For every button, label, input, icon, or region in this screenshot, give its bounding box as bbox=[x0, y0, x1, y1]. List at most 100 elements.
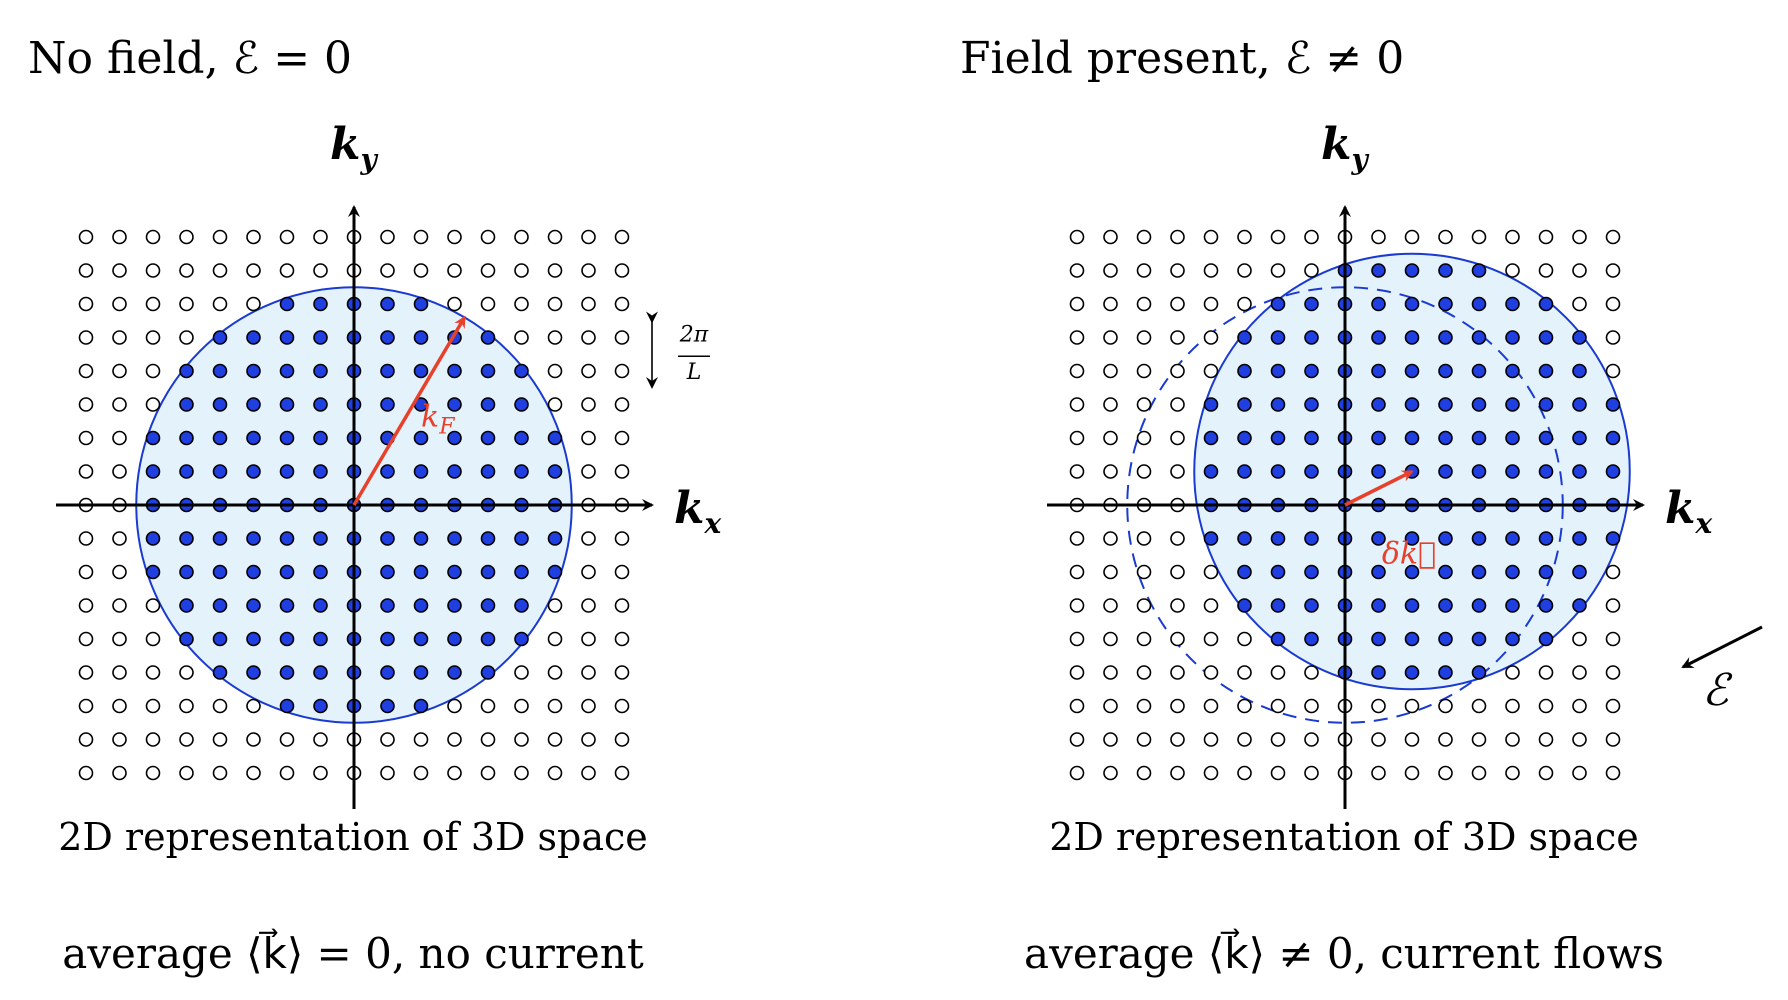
occupied-k-state bbox=[246, 564, 261, 580]
occupied-k-state bbox=[514, 363, 529, 379]
empty-k-state bbox=[1605, 564, 1621, 580]
empty-k-state bbox=[614, 665, 630, 680]
occupied-k-state bbox=[1404, 296, 1420, 312]
occupied-k-state bbox=[1471, 464, 1487, 479]
occupied-k-state bbox=[1505, 464, 1520, 479]
empty-k-state bbox=[1069, 363, 1085, 379]
empty-k-state bbox=[78, 430, 94, 446]
empty-k-state bbox=[1203, 263, 1219, 278]
occupied-k-state bbox=[1404, 330, 1420, 345]
empty-k-state bbox=[1605, 698, 1621, 714]
empty-k-state bbox=[447, 732, 462, 747]
occupied-k-state bbox=[1438, 665, 1453, 680]
empty-k-state bbox=[1572, 732, 1587, 747]
empty-k-state bbox=[413, 732, 429, 747]
occupied-k-state bbox=[179, 464, 194, 479]
occupied-k-state bbox=[246, 464, 261, 479]
occupied-k-state bbox=[1471, 531, 1487, 546]
shift-vector-arrow bbox=[1344, 469, 1414, 507]
empty-k-state bbox=[1237, 765, 1252, 781]
occupied-k-state bbox=[1270, 430, 1286, 446]
empty-k-state bbox=[1103, 598, 1118, 613]
occupied-k-state bbox=[1237, 330, 1252, 345]
empty-k-state bbox=[1136, 229, 1152, 245]
occupied-k-state bbox=[1605, 464, 1621, 479]
empty-k-state bbox=[1237, 631, 1252, 647]
occupied-k-state bbox=[380, 698, 395, 714]
empty-k-state bbox=[614, 330, 630, 345]
occupied-k-state bbox=[1572, 363, 1587, 379]
empty-k-state bbox=[547, 765, 563, 781]
empty-k-state bbox=[313, 765, 328, 781]
occupied-k-state bbox=[447, 464, 462, 479]
empty-k-state bbox=[1170, 564, 1185, 580]
empty-k-state bbox=[1170, 229, 1185, 245]
empty-k-state bbox=[1237, 698, 1252, 714]
occupied-k-state bbox=[1371, 296, 1386, 312]
occupied-k-state bbox=[279, 531, 295, 546]
occupied-k-state bbox=[1538, 598, 1554, 613]
empty-k-state bbox=[1538, 229, 1554, 245]
empty-k-state bbox=[380, 732, 395, 747]
right-kx-label: kx bbox=[1665, 483, 1713, 540]
empty-k-state bbox=[313, 732, 328, 747]
empty-k-state bbox=[78, 397, 94, 412]
occupied-k-state bbox=[1471, 296, 1487, 312]
occupied-k-state bbox=[547, 531, 563, 546]
occupied-k-state bbox=[279, 631, 295, 647]
occupied-k-state bbox=[1572, 464, 1587, 479]
empty-k-state bbox=[380, 229, 395, 245]
occupied-k-state bbox=[145, 464, 161, 479]
occupied-k-state bbox=[1605, 430, 1621, 446]
empty-k-state bbox=[78, 263, 94, 278]
empty-k-state bbox=[1605, 363, 1621, 379]
empty-k-state bbox=[581, 564, 596, 580]
occupied-k-state bbox=[212, 430, 228, 446]
empty-k-state bbox=[112, 397, 127, 412]
empty-k-state bbox=[78, 229, 94, 245]
empty-k-state bbox=[581, 330, 596, 345]
occupied-k-state bbox=[1538, 397, 1554, 412]
empty-k-state bbox=[1404, 698, 1420, 714]
empty-k-state bbox=[1203, 665, 1219, 680]
occupied-k-state bbox=[1572, 397, 1587, 412]
empty-k-state bbox=[1505, 732, 1520, 747]
occupied-k-state bbox=[279, 296, 295, 312]
occupied-k-state bbox=[313, 397, 328, 412]
occupied-k-state bbox=[1505, 296, 1520, 312]
occupied-k-state bbox=[1438, 330, 1453, 345]
occupied-k-state bbox=[1371, 531, 1386, 546]
occupied-k-state bbox=[1237, 564, 1252, 580]
occupied-k-state bbox=[1237, 531, 1252, 546]
occupied-k-state bbox=[1538, 430, 1554, 446]
empty-k-state bbox=[313, 263, 328, 278]
empty-k-state bbox=[547, 330, 563, 345]
empty-k-state bbox=[1237, 296, 1252, 312]
occupied-k-state bbox=[1304, 363, 1319, 379]
occupied-k-state bbox=[1538, 330, 1554, 345]
empty-k-state bbox=[1605, 665, 1621, 680]
empty-k-state bbox=[1304, 765, 1319, 781]
empty-k-state bbox=[514, 330, 529, 345]
occupied-k-state bbox=[1270, 330, 1286, 345]
occupied-k-state bbox=[380, 330, 395, 345]
empty-k-state bbox=[614, 263, 630, 278]
occupied-k-state bbox=[413, 631, 429, 647]
empty-k-state bbox=[514, 698, 529, 714]
occupied-k-state bbox=[1304, 464, 1319, 479]
occupied-k-state bbox=[1438, 564, 1453, 580]
occupied-k-state bbox=[480, 464, 496, 479]
occupied-k-state bbox=[179, 363, 194, 379]
empty-k-state bbox=[1103, 732, 1118, 747]
occupied-k-state bbox=[1404, 363, 1420, 379]
empty-k-state bbox=[1103, 430, 1118, 446]
empty-k-state bbox=[614, 363, 630, 379]
empty-k-state bbox=[212, 765, 228, 781]
occupied-k-state bbox=[1371, 564, 1386, 580]
occupied-k-state bbox=[547, 564, 563, 580]
empty-k-state bbox=[1103, 564, 1118, 580]
empty-k-state bbox=[614, 564, 630, 580]
occupied-k-state bbox=[1371, 598, 1386, 613]
empty-k-state bbox=[1505, 263, 1520, 278]
empty-k-state bbox=[179, 665, 194, 680]
